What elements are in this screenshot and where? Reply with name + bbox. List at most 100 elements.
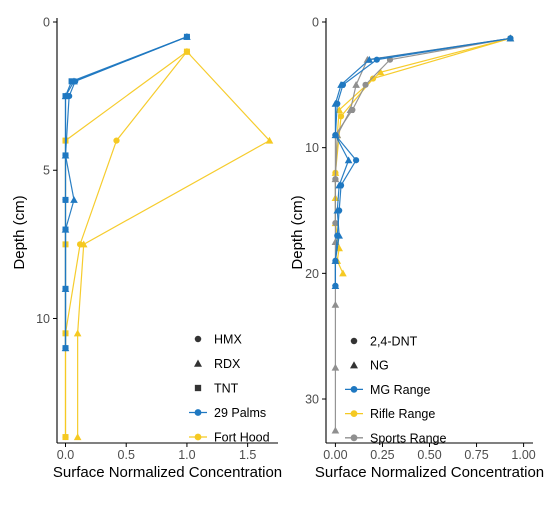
data-point xyxy=(183,33,190,40)
data-point xyxy=(353,157,360,164)
data-point xyxy=(183,48,190,55)
x-tick-label: 1.0 xyxy=(178,448,195,462)
legend-item-triangle: RDX xyxy=(194,357,241,371)
chart-panel-1: 0.0 0.5 1.0 1.5 0 5 10 Surface Normalized Conce… xyxy=(11,16,282,482)
data-point xyxy=(362,81,369,88)
x-tick-label: 1.5 xyxy=(239,448,256,462)
legend-item-yellow: Fort Hood xyxy=(189,431,270,445)
data-point xyxy=(62,93,69,100)
x-tick-label: 0.5 xyxy=(118,448,135,462)
y-tick-label: 0 xyxy=(43,16,50,30)
data-point xyxy=(337,113,345,120)
data-point xyxy=(506,34,515,42)
chart-panel-2: 0.00 0.25 0.50 0.75 1.00 0 10 20 30 Surface Norma… xyxy=(289,16,544,482)
x-tick-label: 1.00 xyxy=(511,448,535,462)
data-point xyxy=(265,136,274,144)
x-tick-label: 0.75 xyxy=(464,448,488,462)
data-point xyxy=(113,137,120,144)
x-tick-label: 0.25 xyxy=(370,448,394,462)
legend-triangle-icon xyxy=(350,361,358,369)
legend-label: Fort Hood xyxy=(214,431,270,445)
y-axis-title: Depth (cm) xyxy=(289,195,306,269)
legend-label: RDX xyxy=(214,357,241,371)
legend-square-icon xyxy=(194,384,202,392)
data-point xyxy=(335,231,343,239)
legend-item-grey: Sports Range xyxy=(345,431,446,445)
y-tick-label: 10 xyxy=(305,141,319,155)
data-point xyxy=(337,81,345,88)
data-point xyxy=(333,206,342,214)
data-point xyxy=(70,196,78,203)
data-point xyxy=(335,181,343,189)
y-axis-title: Depth (cm) xyxy=(11,195,28,269)
data-point xyxy=(331,175,340,183)
legend-item-triangle: NG xyxy=(350,359,389,373)
y-tick-label: 20 xyxy=(305,267,319,281)
legend-item-blue: MG Range xyxy=(345,383,430,397)
series-blue-triangle xyxy=(331,34,515,289)
data-point xyxy=(62,152,69,159)
legend-label: 2,4-DNT xyxy=(370,335,418,349)
x-tick-label: 0.0 xyxy=(57,448,74,462)
data-point xyxy=(331,363,340,371)
data-point xyxy=(346,106,355,114)
data-point xyxy=(79,240,88,248)
data-point xyxy=(352,81,360,88)
data-point xyxy=(68,78,75,85)
data-point xyxy=(331,99,340,107)
legend-point-icon xyxy=(350,434,358,442)
y-tick-label: 30 xyxy=(305,393,319,407)
legend-item-circle: HMX xyxy=(194,333,242,347)
legend-circle-icon xyxy=(194,335,202,343)
data-point xyxy=(73,329,82,337)
data-point xyxy=(376,68,385,76)
x-axis-title: Surface Normalized Concentration xyxy=(53,464,282,481)
legend-label: TNT xyxy=(214,382,239,396)
legend-circle-icon xyxy=(350,337,358,345)
data-point xyxy=(62,345,69,352)
legend-label: Rifle Range xyxy=(370,407,435,421)
series-blue-square xyxy=(62,33,190,352)
data-point xyxy=(331,300,340,308)
data-point xyxy=(369,75,377,82)
y-tick-label: 10 xyxy=(36,312,50,326)
data-point xyxy=(62,434,69,441)
legend-label: 29 Palms xyxy=(214,406,266,420)
legend-item-yellow: Rifle Range xyxy=(345,407,435,421)
legend: HMX RDX TNT 29 Palms Fort Hood xyxy=(189,333,270,445)
legend-label: Sports Range xyxy=(370,431,446,445)
legend-point-icon xyxy=(194,433,202,441)
data-point xyxy=(331,256,340,264)
data-point xyxy=(331,426,340,434)
x-tick-label: 0.00 xyxy=(323,448,347,462)
data-point xyxy=(331,282,340,289)
legend-item-blue: 29 Palms xyxy=(189,406,266,420)
data-point xyxy=(62,226,69,233)
legend-point-icon xyxy=(350,410,358,417)
legend-item-circle: 2,4-DNT xyxy=(350,335,418,349)
legend-triangle-icon xyxy=(194,359,202,367)
y-tick-label: 5 xyxy=(43,164,50,178)
data-point xyxy=(373,56,380,63)
legend-item-square: TNT xyxy=(194,382,239,396)
legend-point-icon xyxy=(350,386,358,393)
y-tick-label: 0 xyxy=(312,16,319,30)
legend-label: MG Range xyxy=(370,383,430,397)
legend-label: HMX xyxy=(214,333,242,347)
data-point xyxy=(62,196,69,203)
data-point xyxy=(73,433,82,441)
legend: 2,4-DNT NG MG Range Rifle Range Sports Range xyxy=(345,335,446,445)
series-line xyxy=(334,37,511,173)
data-point xyxy=(62,285,69,292)
data-point xyxy=(365,55,374,63)
x-axis-title: Surface Normalized Concentration xyxy=(315,464,544,481)
data-point xyxy=(331,131,340,139)
x-tick-label: 0.50 xyxy=(417,448,441,462)
data-point xyxy=(344,156,353,164)
legend-label: NG xyxy=(370,359,389,373)
data-point xyxy=(339,269,347,277)
legend-point-icon xyxy=(194,409,202,416)
